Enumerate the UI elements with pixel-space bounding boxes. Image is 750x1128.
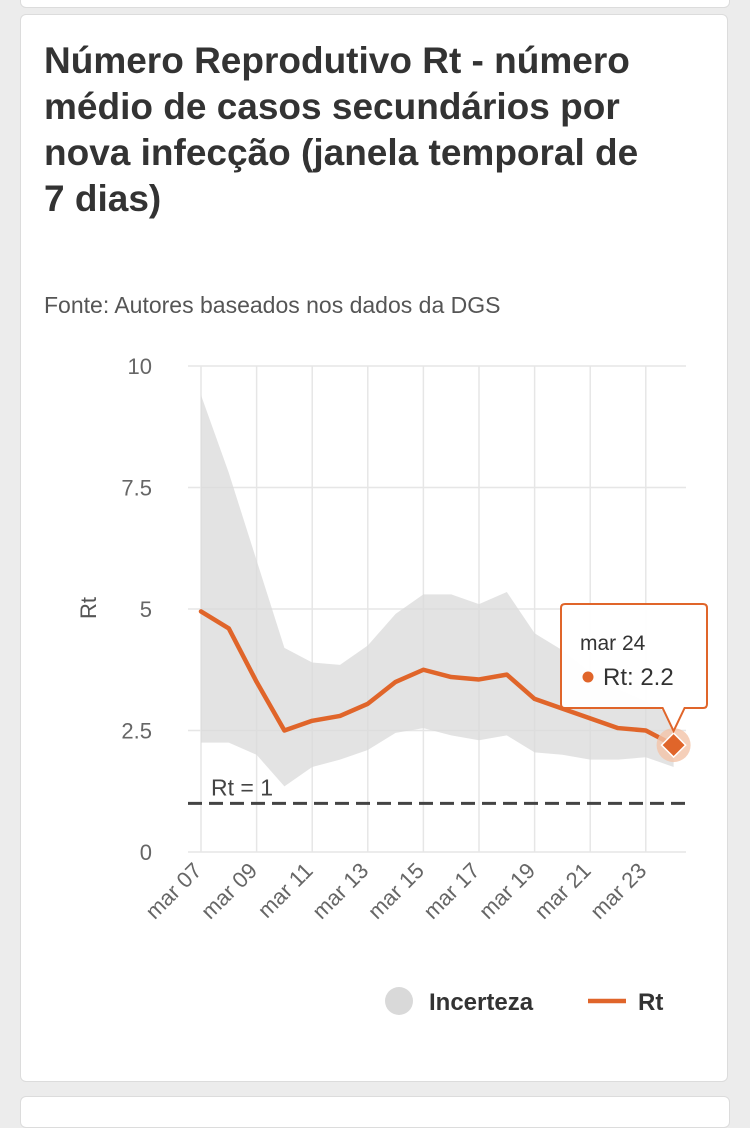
- tooltip-value: Rt: 2.2: [603, 664, 674, 691]
- x-tick-label: mar 21: [530, 858, 596, 924]
- legend-incerteza-icon: [385, 987, 413, 1015]
- reference-line: Rt = 1: [188, 774, 686, 803]
- x-tick-label: mar 17: [418, 858, 484, 924]
- y-axis-ticks: 0 2.5 5 7.5 10: [121, 354, 152, 865]
- x-tick-label: mar 07: [140, 858, 206, 924]
- x-tick-label: mar 23: [585, 858, 651, 924]
- y-tick-label: 0: [140, 840, 152, 865]
- x-tick-label: mar 15: [363, 858, 429, 924]
- y-tick-label: 2.5: [121, 719, 152, 744]
- x-tick-label: mar 19: [474, 858, 540, 924]
- y-tick-label: 7.5: [121, 476, 152, 501]
- legend-rt-label: Rt: [638, 989, 663, 1016]
- tooltip-dot: [583, 672, 594, 683]
- uncertainty-area: [201, 395, 674, 786]
- uncertainty-band: [201, 395, 674, 786]
- tooltip-date: mar 24: [580, 632, 646, 655]
- y-tick-label: 5: [140, 597, 152, 622]
- y-tick-label: 10: [128, 354, 152, 379]
- legend-incerteza-label: Incerteza: [429, 989, 534, 1016]
- x-tick-label: mar 09: [196, 858, 262, 924]
- x-tick-label: mar 13: [307, 858, 373, 924]
- x-tick-label: mar 11: [253, 858, 318, 923]
- chart-legend: Incerteza Rt: [385, 987, 663, 1016]
- y-axis-title: Rt: [76, 597, 101, 619]
- reference-line-label: Rt = 1: [211, 774, 273, 800]
